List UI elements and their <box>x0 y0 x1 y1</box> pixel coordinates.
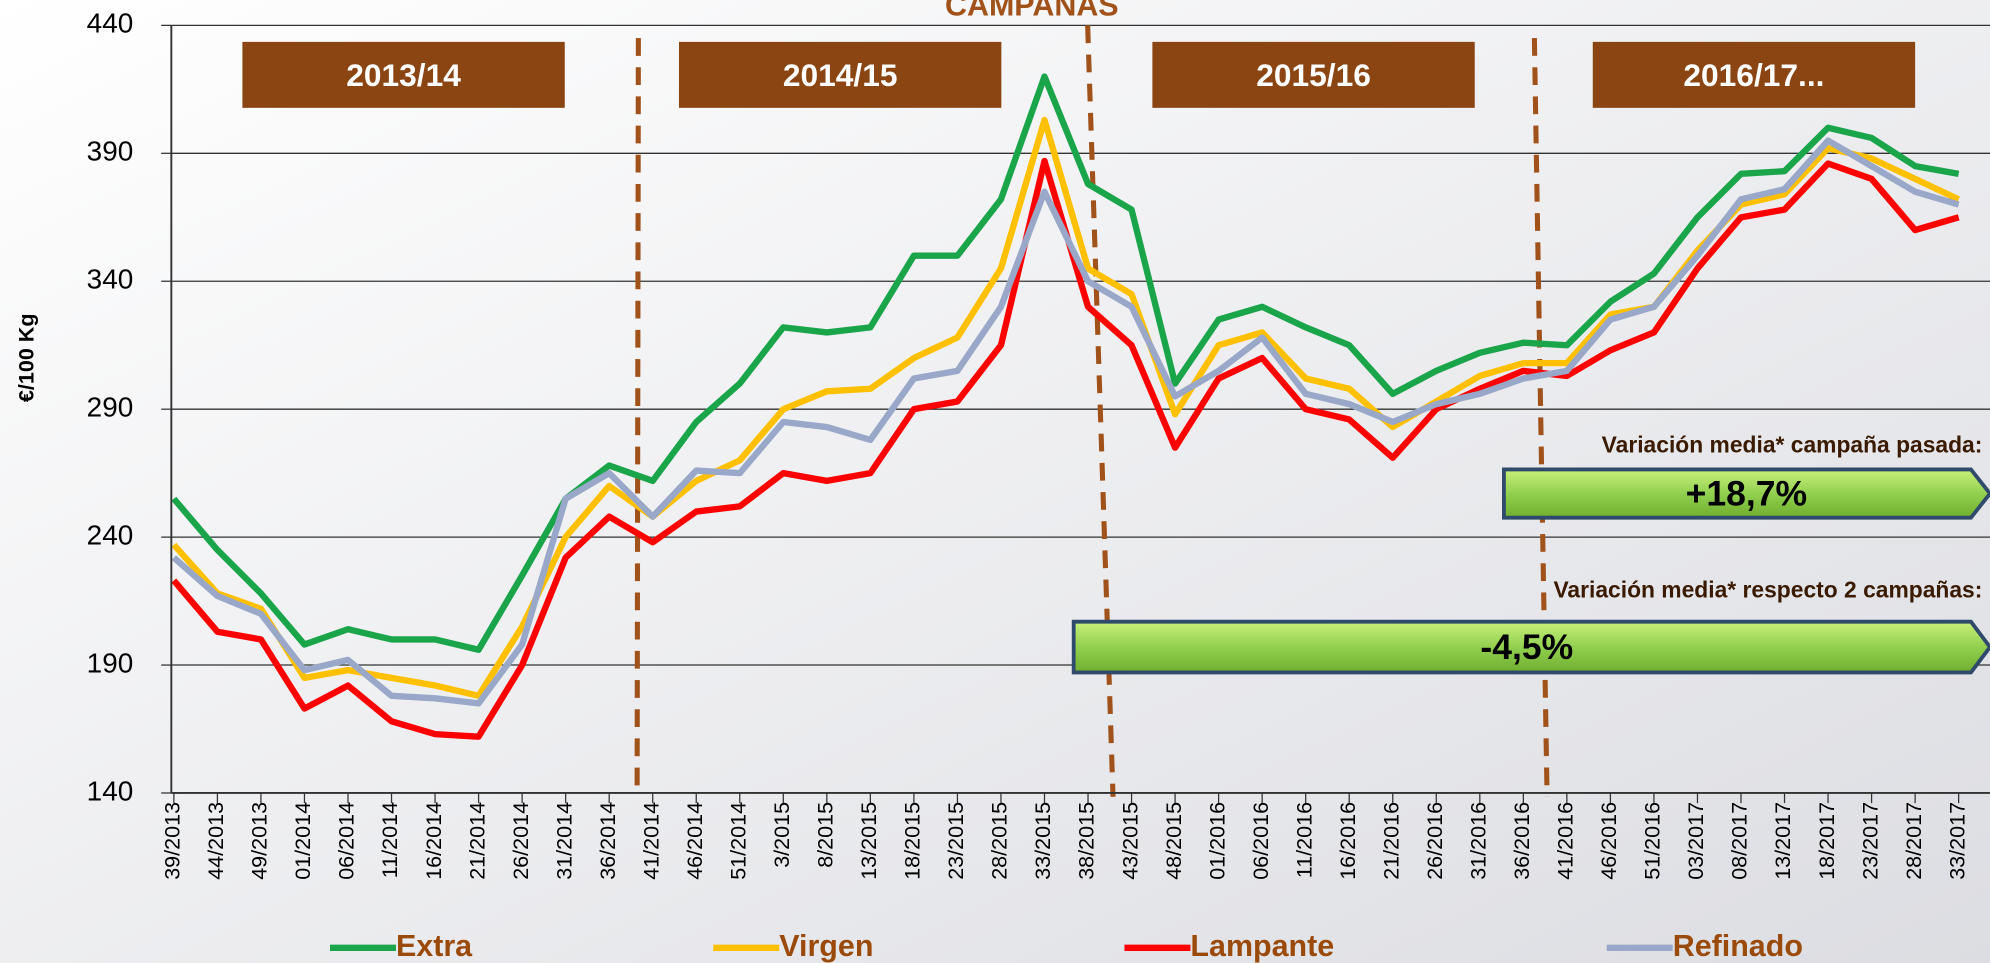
annotation-value: -4,5% <box>1480 627 1573 667</box>
x-tick-label: 11/2014 <box>377 802 402 878</box>
y-tick-label: 190 <box>87 647 134 678</box>
campaign-labels: 2013/14 2014/15 2015/16 2016/17... <box>242 41 1916 108</box>
legend-label: Lampante <box>1190 929 1334 963</box>
annotation-label: Variación media* campaña pasada: <box>1602 432 1983 458</box>
x-tick-label: 51/2014 <box>725 802 750 880</box>
x-tick-label: 01/2014 <box>290 802 315 880</box>
arrow <box>1502 467 1990 520</box>
x-tick-label: 16/2014 <box>421 802 446 880</box>
x-tick-label: 33/2015 <box>1030 802 1055 880</box>
campaign-box <box>1152 41 1475 108</box>
x-tick-label: 46/2014 <box>682 802 707 880</box>
legend-label: Virgen <box>779 929 873 963</box>
x-tick-label: 36/2014 <box>595 802 620 880</box>
x-tick-label: 28/2015 <box>987 802 1012 880</box>
legend-label: Refinado <box>1673 929 1803 963</box>
x-tick-label: 8/2015 <box>813 802 838 868</box>
annotation-label: Variación media* respecto 2 campañas: <box>1553 576 1982 602</box>
x-tick-label: 16/2016 <box>1335 802 1360 880</box>
x-tick-label: 33/2017 <box>1944 802 1969 880</box>
campaign-box <box>1592 41 1916 108</box>
x-tick-label: 03/2017 <box>1683 802 1708 880</box>
x-tick-label: 31/2016 <box>1466 802 1491 880</box>
y-tick-label: 390 <box>87 136 134 167</box>
x-tick-label: 3/2015 <box>769 802 794 868</box>
x-tick-label: 06/2016 <box>1248 802 1273 880</box>
x-tick-label: 38/2015 <box>1074 802 1099 880</box>
campaign-label: 2014/15 <box>783 57 898 93</box>
x-tick-label: 41/2014 <box>638 802 663 880</box>
x-tick-label: 31/2014 <box>551 802 576 880</box>
campaign-box <box>678 41 1002 108</box>
x-tick-label: 06/2014 <box>334 802 359 880</box>
x-tick-label: 36/2016 <box>1509 802 1534 880</box>
y-tick-label: 290 <box>87 392 134 423</box>
y-tick-label: 140 <box>87 775 134 806</box>
axes: 140 190 240 290 340 390 440 39/2013 44/2013 49/20… <box>87 8 1990 880</box>
x-tick-label: 08/2017 <box>1727 802 1752 880</box>
chart-title: CAMPAÑAS <box>945 0 1119 23</box>
x-tick-label: 21/2014 <box>464 802 489 880</box>
y-tick-label: 340 <box>87 264 134 295</box>
campaign-label: 2013/14 <box>346 57 461 93</box>
x-tick-label: 43/2015 <box>1117 802 1142 880</box>
x-tick-label: 11/2016 <box>1291 802 1316 878</box>
campaign-box <box>242 41 565 108</box>
x-tick-label: 18/2015 <box>900 802 925 880</box>
y-tick-label: 240 <box>87 519 134 550</box>
annotation-value: +18,7% <box>1686 473 1807 513</box>
annotation-two: Variación media* respecto 2 campañas: -4… <box>1071 576 1990 675</box>
x-tick-label: 23/2015 <box>943 802 968 880</box>
campaign-label: 2016/17... <box>1683 57 1824 93</box>
y-axis-label: €/100 Kg <box>14 313 39 402</box>
series-line <box>171 137 1960 707</box>
series-line <box>171 73 1960 653</box>
annotation-last: Variación media* campaña pasada: +18,7% <box>1502 432 1990 520</box>
x-tick-label: 46/2016 <box>1596 802 1621 880</box>
y-tick-label: 440 <box>87 8 134 39</box>
divider <box>1531 38 1550 797</box>
x-tick-label: 51/2016 <box>1640 802 1665 880</box>
x-tick-label: 49/2013 <box>247 802 272 880</box>
x-tick-label: 26/2016 <box>1422 802 1447 880</box>
x-tick-label: 18/2017 <box>1814 802 1839 880</box>
x-tick-label: 13/2017 <box>1770 802 1795 880</box>
x-tick-label: 13/2015 <box>856 802 881 880</box>
arrow <box>1071 619 1990 675</box>
legend: Extra Virgen Lampante Refinado <box>329 929 1803 963</box>
divider <box>634 38 641 797</box>
x-tick-label: 48/2015 <box>1161 802 1186 880</box>
x-tick-label: 23/2017 <box>1857 802 1882 880</box>
x-tick-label: 41/2016 <box>1553 802 1578 880</box>
x-tick-label: 44/2013 <box>203 802 228 880</box>
x-tick-label: 26/2014 <box>508 802 533 880</box>
x-tick-label: 01/2016 <box>1204 802 1229 880</box>
legend-label: Extra <box>396 929 473 963</box>
x-tick-label: 39/2013 <box>160 802 185 880</box>
series-lines <box>171 73 1961 740</box>
x-tick-label: 28/2017 <box>1901 802 1926 880</box>
campaign-label: 2015/16 <box>1256 57 1371 93</box>
x-tick-label: 21/2016 <box>1378 802 1403 880</box>
